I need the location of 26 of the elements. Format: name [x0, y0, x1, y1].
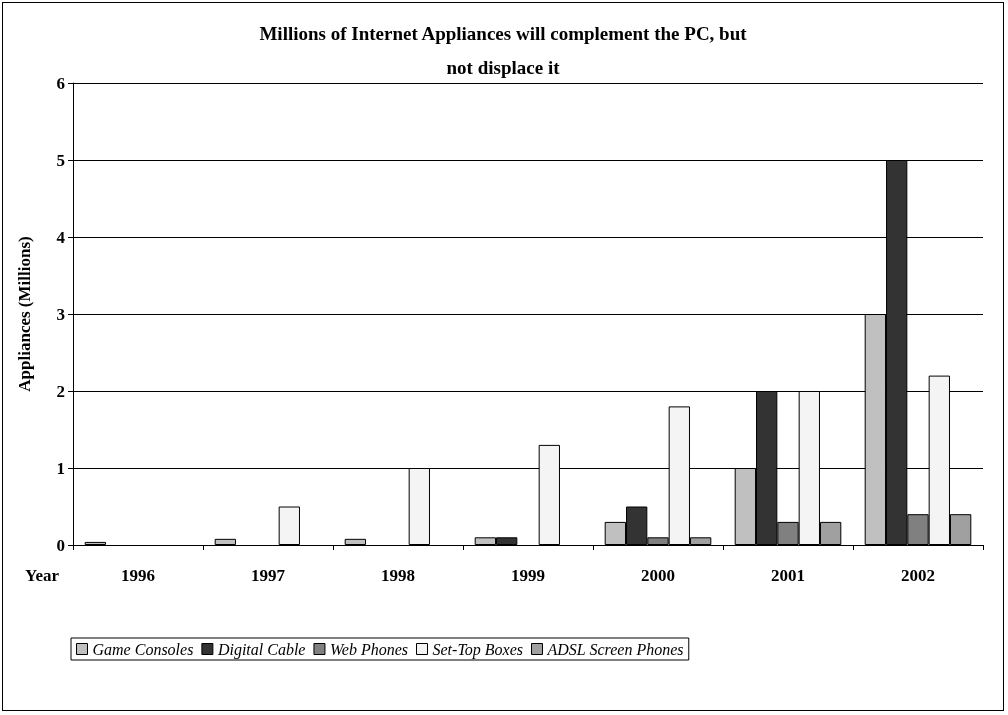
x-tick-label: 1999 [511, 566, 545, 585]
y-tick-label: 4 [56, 227, 66, 247]
y-tick-label: 0 [56, 535, 65, 555]
bar [278, 506, 300, 545]
legend-label: ADSL Screen Phones [546, 640, 684, 658]
x-tick-label: 1998 [381, 566, 415, 585]
x-tick-label: 1997 [251, 566, 286, 585]
legend-label: Web Phones [329, 640, 408, 658]
y-tick-label: 1 [56, 458, 65, 478]
legend-label: Digital Cable [216, 640, 306, 659]
x-tick-label: 2000 [641, 566, 675, 585]
x-axis-title: Year [25, 566, 60, 585]
bar [214, 538, 237, 545]
legend-label: Game Consoles [92, 640, 194, 658]
bar [84, 541, 107, 545]
y-axis-title: Appliances (Millions) [15, 236, 34, 392]
y-tick-label: 6 [56, 73, 65, 93]
y-tick-label: 5 [56, 150, 65, 170]
chart-title: Millions of Internet Appliances will complement the PC, but not displace it [259, 22, 748, 78]
x-tick-label: 2002 [901, 566, 935, 585]
y-tick-label: 3 [56, 304, 65, 324]
bar [344, 538, 367, 545]
legend-label: Set-Top Boxes [432, 640, 524, 659]
x-tick-label: 2001 [771, 566, 805, 585]
x-tick-label: 1996 [121, 566, 155, 585]
y-tick-label: 2 [56, 381, 65, 401]
